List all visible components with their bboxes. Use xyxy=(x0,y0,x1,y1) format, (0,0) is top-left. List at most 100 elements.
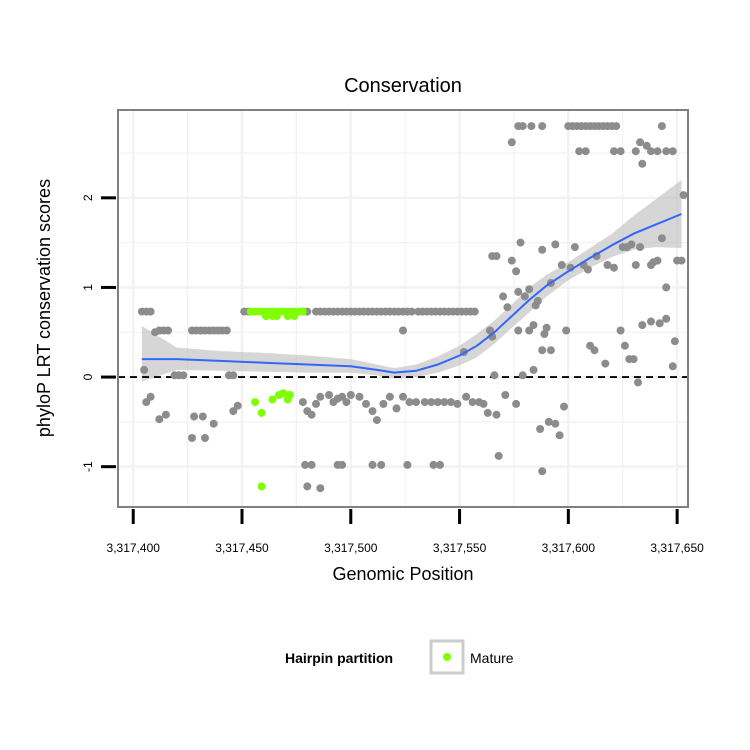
data-point-mature xyxy=(279,389,288,398)
data-point-other xyxy=(362,399,370,408)
data-point-other xyxy=(440,398,449,407)
data-point-other xyxy=(516,238,525,247)
data-point-mature xyxy=(261,312,270,321)
data-point-other xyxy=(570,243,579,252)
data-point-other xyxy=(610,147,618,156)
data-point-other xyxy=(653,147,662,156)
data-point-other xyxy=(555,431,564,440)
data-point-other xyxy=(507,138,516,147)
data-point-other xyxy=(546,346,555,355)
data-point-other xyxy=(307,410,316,419)
data-point-other xyxy=(583,265,592,274)
data-point-other xyxy=(662,283,671,292)
data-point-other xyxy=(533,296,542,305)
x-tick-label: 3,317,400 xyxy=(107,541,161,555)
data-point-other xyxy=(518,371,527,380)
data-point-other xyxy=(462,392,471,401)
data-point-other xyxy=(670,337,679,346)
data-point-other xyxy=(538,245,547,254)
data-point-other xyxy=(679,191,688,200)
data-point-other xyxy=(470,307,479,316)
data-point-other xyxy=(657,122,666,131)
data-point-other xyxy=(392,404,401,413)
data-point-other xyxy=(518,122,527,131)
data-point-other xyxy=(427,398,436,407)
x-tick-label: 3,317,650 xyxy=(650,541,704,555)
data-point-other xyxy=(209,419,218,428)
data-point-other xyxy=(368,407,377,416)
data-point-other xyxy=(668,362,677,371)
data-point-other xyxy=(662,147,671,156)
y-tick-label: 1 xyxy=(81,284,95,291)
data-point-other xyxy=(142,398,151,407)
data-point-other xyxy=(620,341,629,350)
mature-points xyxy=(246,307,307,491)
data-point-other xyxy=(377,460,386,469)
x-tick-label: 3,317,450 xyxy=(215,541,269,555)
data-point-other xyxy=(638,159,647,168)
data-point-other xyxy=(429,460,438,469)
data-point-other xyxy=(616,147,625,156)
data-point-other xyxy=(301,460,310,469)
data-point-other xyxy=(346,391,355,399)
data-point-other xyxy=(631,261,640,269)
data-point-other xyxy=(677,256,686,265)
data-point-other xyxy=(627,240,636,249)
data-point-other xyxy=(399,326,407,335)
data-point-other xyxy=(379,399,388,408)
data-point-other xyxy=(575,147,584,156)
data-point-other xyxy=(403,460,412,469)
other-points xyxy=(137,122,688,493)
data-point-other xyxy=(512,267,521,276)
data-point-other xyxy=(407,307,416,316)
data-point-other xyxy=(538,122,547,131)
data-point-mature xyxy=(257,482,266,491)
smooth-line xyxy=(141,213,682,374)
data-point-mature xyxy=(257,408,266,417)
data-point-other xyxy=(140,365,149,374)
data-point-other xyxy=(647,317,655,326)
data-point-other xyxy=(161,410,170,419)
data-point-other xyxy=(536,425,545,433)
data-point-other xyxy=(501,391,510,399)
data-point-other xyxy=(629,355,638,364)
data-point-other xyxy=(433,398,442,407)
data-point-other xyxy=(298,398,307,407)
data-point-other xyxy=(303,482,312,491)
data-point-other xyxy=(355,392,364,401)
data-point-other xyxy=(188,434,196,442)
data-point-other xyxy=(446,398,455,407)
data-point-other xyxy=(612,122,621,131)
y-axis-title: phyloP LRT conservation scores xyxy=(34,179,54,437)
data-point-other xyxy=(198,412,207,421)
data-point-other xyxy=(420,398,429,407)
data-point-other xyxy=(492,410,501,419)
confidence-band-area xyxy=(141,179,682,382)
data-point-other xyxy=(486,326,494,335)
data-point-other xyxy=(233,401,242,410)
data-point-other xyxy=(657,234,666,243)
x-axis: 3,317,400 3,317,450 3,317,500 3,317,550 … xyxy=(107,509,704,555)
data-point-mature xyxy=(272,312,281,321)
data-point-other xyxy=(164,326,172,335)
data-point-other xyxy=(638,321,647,330)
data-point-other xyxy=(436,460,444,469)
data-point-other xyxy=(385,392,394,401)
data-point-other xyxy=(512,399,521,408)
data-point-other xyxy=(590,346,599,355)
data-point-other xyxy=(631,147,640,156)
data-point-other xyxy=(316,484,325,493)
data-point-other xyxy=(155,415,164,424)
chart-title: Conservation xyxy=(344,75,462,97)
data-point-other xyxy=(668,147,677,156)
y-axis: -1 0 1 2 xyxy=(81,194,116,472)
data-point-other xyxy=(538,346,547,355)
x-tick-label: 3,317,550 xyxy=(433,541,487,555)
data-point-other xyxy=(342,398,351,407)
legend: Hairpin partition Mature xyxy=(285,639,514,675)
legend-key-mature-dot xyxy=(443,653,451,661)
plot-panel-border xyxy=(117,109,689,508)
data-point-other xyxy=(229,407,238,416)
data-point-other xyxy=(525,326,534,335)
data-point-other xyxy=(146,392,155,401)
